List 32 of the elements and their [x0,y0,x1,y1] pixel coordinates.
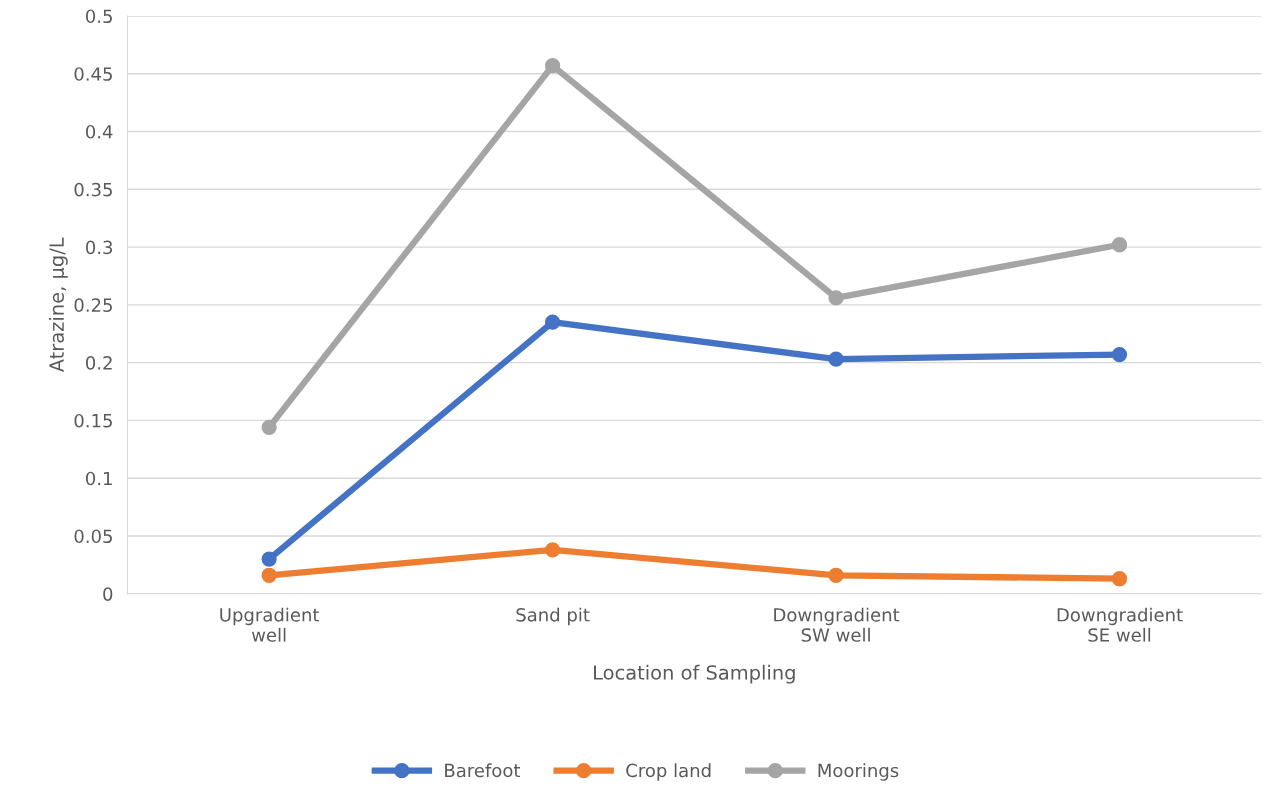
point [828,567,844,583]
y-tick-label: 0.25 [74,298,112,312]
point [544,314,561,330]
point [1111,237,1128,253]
point [1111,571,1128,587]
point [828,290,844,306]
y-tick-label: 0.15 [74,413,112,428]
y-tick-label: 0.2 [85,356,112,370]
y-tick-label: 0.45 [74,67,112,81]
y-tick-label: 0.3 [85,240,113,255]
point [544,542,561,558]
point [261,551,277,567]
y-tick-label: 0.35 [74,182,112,197]
point [261,419,277,435]
point [1111,346,1128,363]
legend-label: Barefoot [445,763,521,778]
y-axis-title: Atrazine, µg/L [48,237,68,373]
y-tick-label: 0.05 [74,529,112,544]
x-tick-label: Upgradient well [220,607,320,642]
point [828,351,844,367]
legend-label: Moorings [818,763,899,781]
x-tick-label: Downgradient SE well [1057,607,1183,642]
point [544,57,561,74]
legend-label: Crop land [626,763,711,781]
x-tick-label: Sand pit [516,607,590,626]
y-tick-label: 0 [103,587,113,601]
y-tick-label: 0.5 [85,9,112,24]
x-axis-title: Location of Sampling [594,664,795,684]
y-tick-label: 0.4 [85,124,113,139]
x-tick-label: Downgradient SW well [774,607,900,642]
y-tick-label: 0.1 [85,471,112,486]
point [261,567,277,583]
